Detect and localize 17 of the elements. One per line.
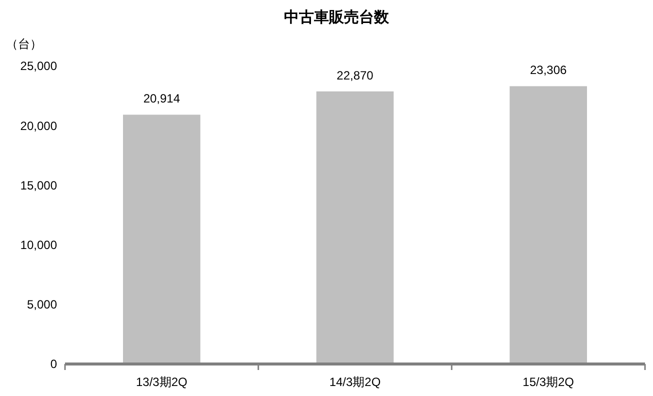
bar	[316, 91, 394, 364]
y-tick-label: 0	[50, 357, 58, 372]
data-label: 23,306	[530, 63, 568, 78]
x-tick-label: 14/3期2Q	[329, 375, 381, 389]
y-tick-label: 10,000	[20, 238, 58, 252]
x-tick-label: 15/3期2Q	[522, 375, 574, 389]
bar	[123, 114, 200, 364]
x-tick-label: 13/3期2Q	[136, 375, 188, 389]
y-axis-title: （台）	[6, 37, 42, 51]
data-label: 22,870	[336, 68, 374, 82]
y-tick-label: 25,000	[20, 59, 58, 74]
bar	[510, 86, 587, 364]
chart-title: 中古車販売台数	[284, 9, 390, 26]
data-label: 20,914	[143, 92, 180, 106]
y-tick-label: 20,000	[20, 118, 58, 133]
y-tick-label: 15,000	[20, 178, 58, 192]
y-tick-label: 5,000	[26, 298, 58, 312]
